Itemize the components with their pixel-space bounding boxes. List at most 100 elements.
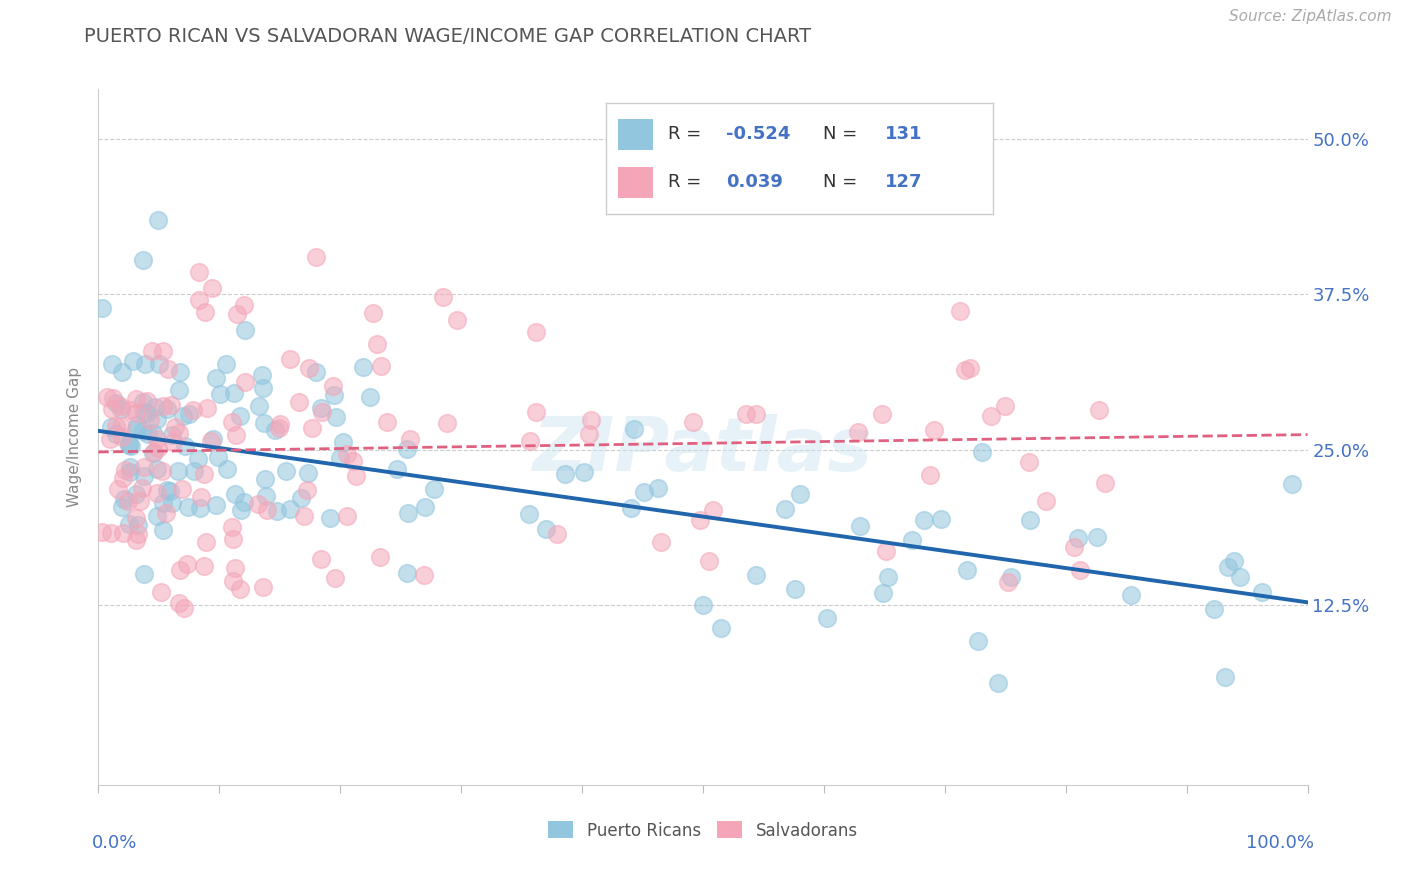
Point: [98, 433, 121, 447]
Y-axis label: Wage/Income Gap: Wage/Income Gap: [67, 367, 83, 508]
Point: [166, 464, 188, 478]
Point: [735, 407, 758, 421]
Point: [877, 569, 900, 583]
Point: [193, 559, 215, 574]
Point: [125, 533, 148, 547]
Point: [647, 481, 669, 495]
Point: [745, 568, 768, 582]
Point: [650, 534, 672, 549]
Point: [103, 392, 125, 406]
Point: [235, 323, 257, 337]
Point: [325, 409, 347, 424]
Point: [370, 359, 392, 373]
Point: [413, 568, 436, 582]
Point: [323, 571, 346, 585]
Point: [1216, 559, 1239, 574]
Point: [156, 402, 179, 417]
Point: [413, 500, 436, 515]
Point: [920, 467, 942, 482]
Point: [111, 366, 134, 380]
Point: [395, 566, 418, 580]
Point: [363, 306, 385, 320]
Point: [305, 365, 328, 379]
Point: [578, 427, 600, 442]
Point: [336, 509, 359, 524]
Point: [322, 388, 344, 402]
Point: [122, 354, 145, 368]
Point: [156, 483, 179, 497]
Point: [546, 526, 568, 541]
Point: [309, 401, 332, 416]
Point: [110, 418, 132, 433]
Point: [149, 585, 172, 599]
Point: [224, 486, 246, 500]
Text: PUERTO RICAN VS SALVADORAN WAGE/INCOME GAP CORRELATION CHART: PUERTO RICAN VS SALVADORAN WAGE/INCOME G…: [84, 27, 811, 45]
Point: [159, 398, 181, 412]
Point: [524, 405, 547, 419]
Point: [110, 430, 132, 444]
Point: [224, 561, 246, 575]
Point: [980, 409, 1002, 424]
Point: [146, 432, 169, 446]
Point: [395, 442, 418, 456]
Point: [174, 439, 197, 453]
Point: [105, 395, 128, 409]
Point: [132, 567, 155, 582]
Point: [145, 401, 167, 415]
Point: [183, 464, 205, 478]
Point: [167, 383, 190, 397]
Point: [1067, 531, 1090, 545]
Point: [432, 290, 454, 304]
Point: [114, 462, 136, 476]
Point: [146, 508, 169, 523]
Point: [253, 416, 276, 430]
Point: [949, 304, 972, 318]
Point: [222, 532, 245, 546]
Point: [1088, 403, 1111, 417]
Point: [136, 406, 159, 420]
Point: [301, 421, 323, 435]
Point: [177, 500, 200, 514]
Point: [134, 358, 156, 372]
Point: [152, 343, 174, 358]
Point: [534, 522, 557, 536]
Point: [232, 298, 254, 312]
Point: [1223, 554, 1246, 568]
Point: [288, 395, 311, 409]
Point: [131, 481, 153, 495]
Point: [232, 495, 254, 509]
Point: [929, 511, 952, 525]
Point: [682, 415, 704, 429]
Point: [305, 250, 328, 264]
Point: [215, 357, 238, 371]
Point: [112, 526, 135, 541]
Point: [221, 415, 243, 429]
Point: [132, 469, 155, 483]
Point: [111, 471, 134, 485]
Point: [250, 368, 273, 382]
Point: [131, 424, 153, 438]
Point: [366, 336, 388, 351]
Point: [118, 403, 141, 417]
Point: [519, 434, 541, 449]
Point: [912, 513, 935, 527]
Point: [1121, 588, 1143, 602]
Point: [110, 401, 132, 416]
Point: [620, 501, 643, 516]
Point: [1085, 530, 1108, 544]
Point: [1281, 477, 1303, 491]
Point: [159, 484, 181, 499]
Point: [101, 401, 124, 416]
Point: [100, 526, 122, 541]
Point: [187, 293, 209, 308]
Point: [146, 412, 169, 426]
Point: [773, 502, 796, 516]
Point: [710, 621, 733, 635]
Point: [100, 420, 122, 434]
Point: [423, 482, 446, 496]
Point: [108, 400, 131, 414]
Point: [176, 557, 198, 571]
Point: [215, 462, 238, 476]
Point: [247, 399, 270, 413]
Point: [352, 359, 374, 374]
